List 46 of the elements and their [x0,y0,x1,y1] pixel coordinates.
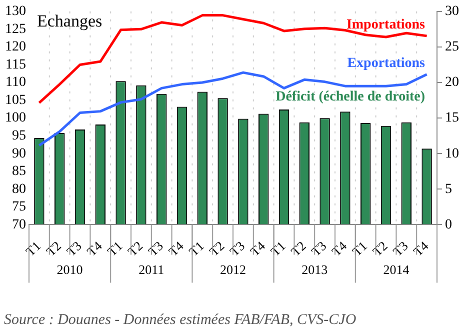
y-tick-label: 115 [6,57,26,72]
x-tick-label: T2 [43,238,64,259]
y-tick-label: 110 [6,75,26,90]
x-tick-label: T1 [186,238,207,259]
x-tick-label: T3 [390,238,411,259]
y-tick-label: 90 [12,146,26,162]
chart-title: Echanges [37,11,102,30]
y-tick-label: 130 [5,4,26,20]
x-tick-label: T4 [84,238,106,259]
source-note: Source : Douanes - Données estimées FAB/FAB, CVS-CJO [4,312,356,328]
y2-tick-label: 20 [445,75,459,90]
x-tick-label: T2 [288,238,309,259]
x-tick-label: T4 [247,238,268,259]
text: 2010 [56,262,83,278]
text: 2014 [383,262,410,278]
y2-tick-label: 15 [445,110,459,126]
x-tick-label: T3 [145,238,166,259]
y2-tick-label: 10 [445,146,459,162]
x-tick-label: T4 [410,238,432,259]
y-tick-label: 100 [5,110,26,126]
y-tick-label: 75 [12,200,26,215]
x-tick-label: T2 [206,238,228,259]
series-label: Exportations [347,56,426,71]
x-tick-label: T1 [349,238,370,259]
text: 2011 [138,262,164,278]
y-tick-label: 95 [12,128,26,144]
y-tick-label: 125 [5,22,26,37]
x-tick-label: T3 [308,238,330,259]
x-tick-label: T1 [104,238,126,259]
series-label: Importations [346,18,426,33]
y2-tick-label: 5 [445,182,452,197]
text: 2013 [302,262,328,278]
y-tick-label: 80 [12,182,26,197]
y2-tick-label: 0 [445,217,452,232]
y2-tick-label: 30 [445,4,459,20]
y2-tick-label: 25 [445,40,459,55]
y-tick-label: 85 [12,164,26,180]
x-tick-label: T2 [370,238,390,259]
series-label: Déficit (échelle de droite) [276,89,426,104]
y-tick-label: 120 [5,40,26,55]
text: 2012 [220,262,246,278]
y-tick-label: 105 [5,92,26,108]
x-tick-label: T1 [268,238,288,259]
x-tick-label: T4 [166,238,187,259]
y-tick-label: 70 [12,217,26,232]
x-tick-label: T3 [64,238,84,259]
